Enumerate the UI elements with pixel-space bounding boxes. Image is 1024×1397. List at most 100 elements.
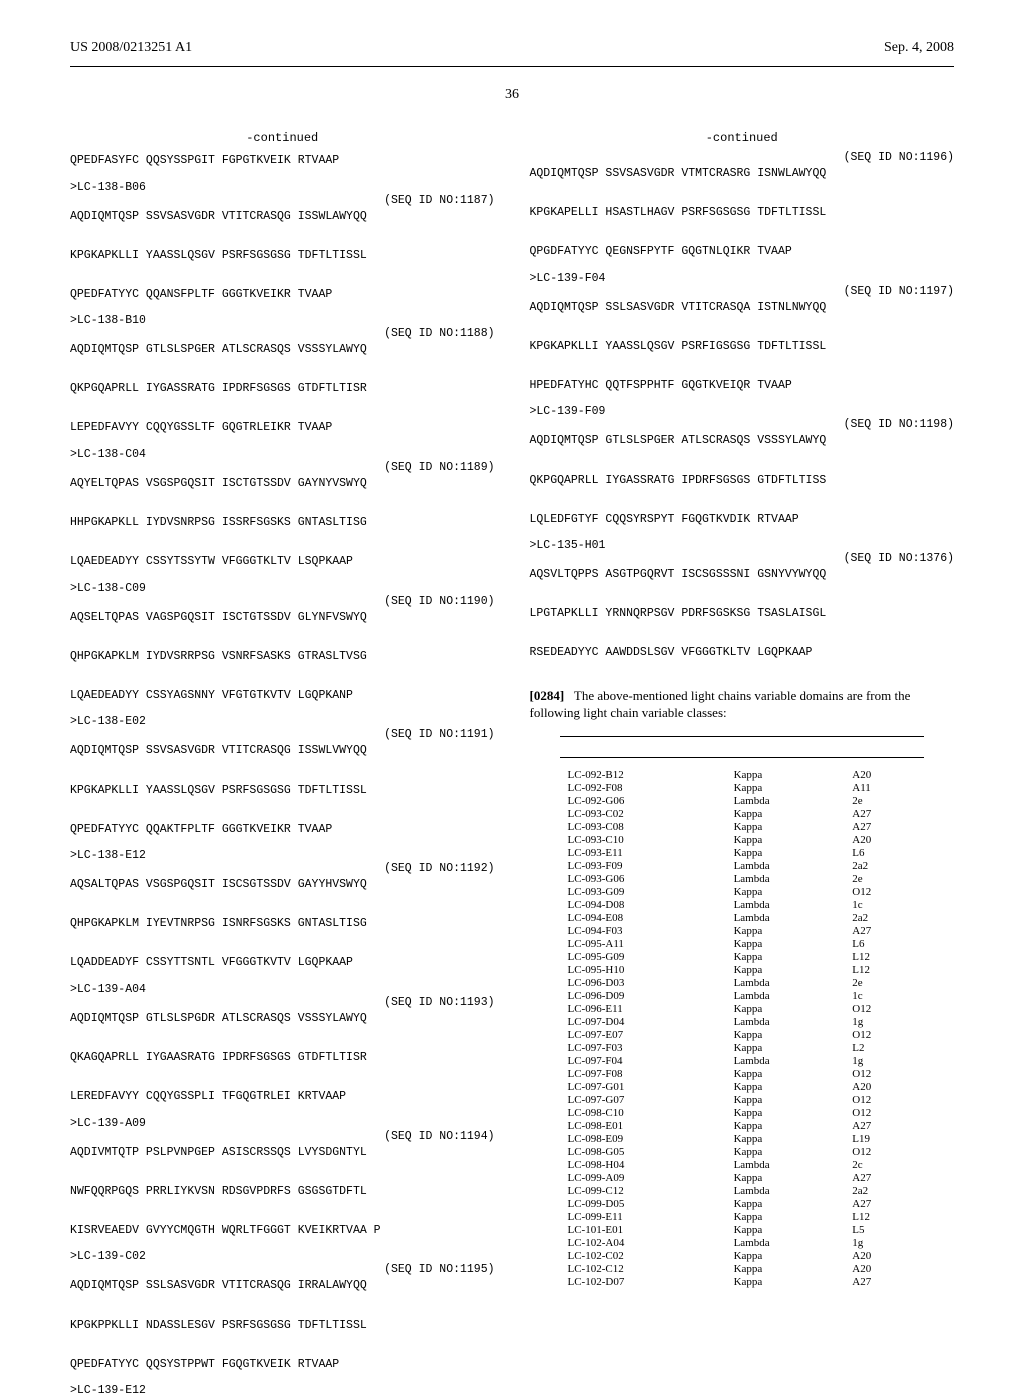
table-cell: Kappa: [726, 1093, 845, 1106]
table-row: LC-095-H10KappaL12: [560, 963, 925, 976]
table-cell: L5: [844, 1223, 924, 1236]
sequence-body: AQDIQMTQSP GTLSLSPGER ATLSCRASQS VSSSYLA…: [70, 340, 495, 438]
sequence-body: QPEDFASYFC QQSYSSPGIT FGPGTKVEIK RTVAAP: [70, 151, 495, 171]
table-cell: Kappa: [726, 833, 845, 846]
table-cell: L6: [844, 937, 924, 950]
sequence-id: (SEQ ID NO:1193): [70, 996, 495, 1009]
sequence-body: AQSALTQPAS VSGSPGQSIT ISCSGTSSDV GAYYHVS…: [70, 875, 495, 973]
page-header: US 2008/0213251 A1 Sep. 4, 2008: [70, 40, 954, 56]
table-row: LC-093-C02KappaA27: [560, 807, 925, 820]
sequence-body: AQDIQMTQSP SSVSASVGDR VTITCRASQG ISSWLVW…: [70, 741, 495, 839]
sequence-header: >LC-135-H01: [530, 539, 955, 552]
table-cell: A27: [844, 1275, 924, 1288]
table-row: LC-102-A04Lambda1g: [560, 1236, 925, 1249]
table-row: LC-093-F09Lambda2a2: [560, 859, 925, 872]
table-cell: Kappa: [726, 1132, 845, 1145]
table-row: LC-093-E11KappaL6: [560, 846, 925, 859]
table-cell: LC-097-F04: [560, 1054, 726, 1067]
table-cell: Lambda: [726, 859, 845, 872]
table-cell: Lambda: [726, 1054, 845, 1067]
classes-table: LC-092-B12KappaA20LC-092-F08KappaA11LC-0…: [560, 768, 925, 1288]
sequence-body: AQDIQMTQSP SSVSASVGDR VTITCRASQG ISSWLAW…: [70, 207, 495, 305]
sequence-id: (SEQ ID NO:1196): [530, 151, 955, 164]
table-cell: O12: [844, 1067, 924, 1080]
table-cell: 2a2: [844, 1184, 924, 1197]
table-cell: LC-102-A04: [560, 1236, 726, 1249]
paragraph-number: [0284]: [530, 688, 565, 703]
table-cell: A20: [844, 1262, 924, 1275]
table-row: LC-097-G07KappaO12: [560, 1093, 925, 1106]
table-cell: Kappa: [726, 1210, 845, 1223]
table-cell: LC-092-B12: [560, 768, 726, 781]
sequence-id: (SEQ ID NO:1187): [70, 194, 495, 207]
table-cell: LC-095-G09: [560, 950, 726, 963]
table-cell: A27: [844, 820, 924, 833]
sequence-id: (SEQ ID NO:1188): [70, 327, 495, 340]
sequence-header: >LC-138-E02: [70, 715, 495, 728]
sequence-header: >LC-138-B06: [70, 181, 495, 194]
table-cell: L6: [844, 846, 924, 859]
table-cell: 2a2: [844, 859, 924, 872]
table-cell: Kappa: [726, 1145, 845, 1158]
table-row: LC-098-G05KappaO12: [560, 1145, 925, 1158]
table-cell: LC-097-E07: [560, 1028, 726, 1041]
table-cell: Kappa: [726, 1106, 845, 1119]
table-top-rule: [560, 736, 925, 737]
table-cell: LC-096-D03: [560, 976, 726, 989]
table-cell: LC-098-E01: [560, 1119, 726, 1132]
table-cell: A27: [844, 1197, 924, 1210]
table-cell: A20: [844, 1080, 924, 1093]
table-row: LC-097-F04Lambda1g: [560, 1054, 925, 1067]
sequence-header: >LC-139-F04: [530, 272, 955, 285]
table-cell: LC-092-G06: [560, 794, 726, 807]
table-cell: Kappa: [726, 963, 845, 976]
table-row: LC-096-D03Lambda2e: [560, 976, 925, 989]
sequence-body: AQDIQMTQSP SSLSASVGDR VTITCRASQA ISTNLNW…: [530, 298, 955, 396]
table-cell: LC-099-C12: [560, 1184, 726, 1197]
table-row: LC-099-D05KappaA27: [560, 1197, 925, 1210]
table-row: LC-094-E08Lambda2a2: [560, 911, 925, 924]
table-cell: A20: [844, 833, 924, 846]
table-cell: Lambda: [726, 1236, 845, 1249]
table-cell: LC-098-C10: [560, 1106, 726, 1119]
continued-label-left: -continued: [70, 131, 495, 145]
table-cell: O12: [844, 1002, 924, 1015]
table-cell: Kappa: [726, 820, 845, 833]
table-cell: Lambda: [726, 989, 845, 1002]
table-row: LC-092-F08KappaA11: [560, 781, 925, 794]
sequence-header: >LC-138-B10: [70, 314, 495, 327]
table-cell: Kappa: [726, 1249, 845, 1262]
table-cell: LC-098-G05: [560, 1145, 726, 1158]
table-cell: LC-099-E11: [560, 1210, 726, 1223]
table-cell: Kappa: [726, 768, 845, 781]
sequence-body: AQDIQMTQSP SSLSASVGDR VTITCRASQG IRRALAW…: [70, 1276, 495, 1374]
right-column: -continued (SEQ ID NO:1196)AQDIQMTQSP SS…: [530, 131, 955, 1397]
table-cell: Kappa: [726, 1067, 845, 1080]
table-cell: 1g: [844, 1015, 924, 1028]
table-cell: A20: [844, 1249, 924, 1262]
table-row: LC-093-C08KappaA27: [560, 820, 925, 833]
table-cell: 2c: [844, 1158, 924, 1171]
table-cell: 2e: [844, 976, 924, 989]
table-cell: Kappa: [726, 937, 845, 950]
table-cell: LC-093-E11: [560, 846, 726, 859]
table-row: LC-093-G09KappaO12: [560, 885, 925, 898]
table-row: LC-095-A11KappaL6: [560, 937, 925, 950]
table-cell: L19: [844, 1132, 924, 1145]
table-cell: LC-093-C02: [560, 807, 726, 820]
table-cell: Kappa: [726, 807, 845, 820]
table-cell: Kappa: [726, 1041, 845, 1054]
table-row: LC-102-C02KappaA20: [560, 1249, 925, 1262]
table-cell: A27: [844, 1119, 924, 1132]
table-row: LC-097-D04Lambda1g: [560, 1015, 925, 1028]
table-cell: LC-092-F08: [560, 781, 726, 794]
table-cell: A20: [844, 768, 924, 781]
table-cell: Lambda: [726, 911, 845, 924]
sequence-header: >LC-138-C04: [70, 448, 495, 461]
table-row: LC-098-E01KappaA27: [560, 1119, 925, 1132]
table-cell: LC-093-F09: [560, 859, 726, 872]
sequence-header: >LC-139-A04: [70, 983, 495, 996]
table-cell: 1g: [844, 1236, 924, 1249]
table-cell: 2a2: [844, 911, 924, 924]
table-cell: A27: [844, 1171, 924, 1184]
